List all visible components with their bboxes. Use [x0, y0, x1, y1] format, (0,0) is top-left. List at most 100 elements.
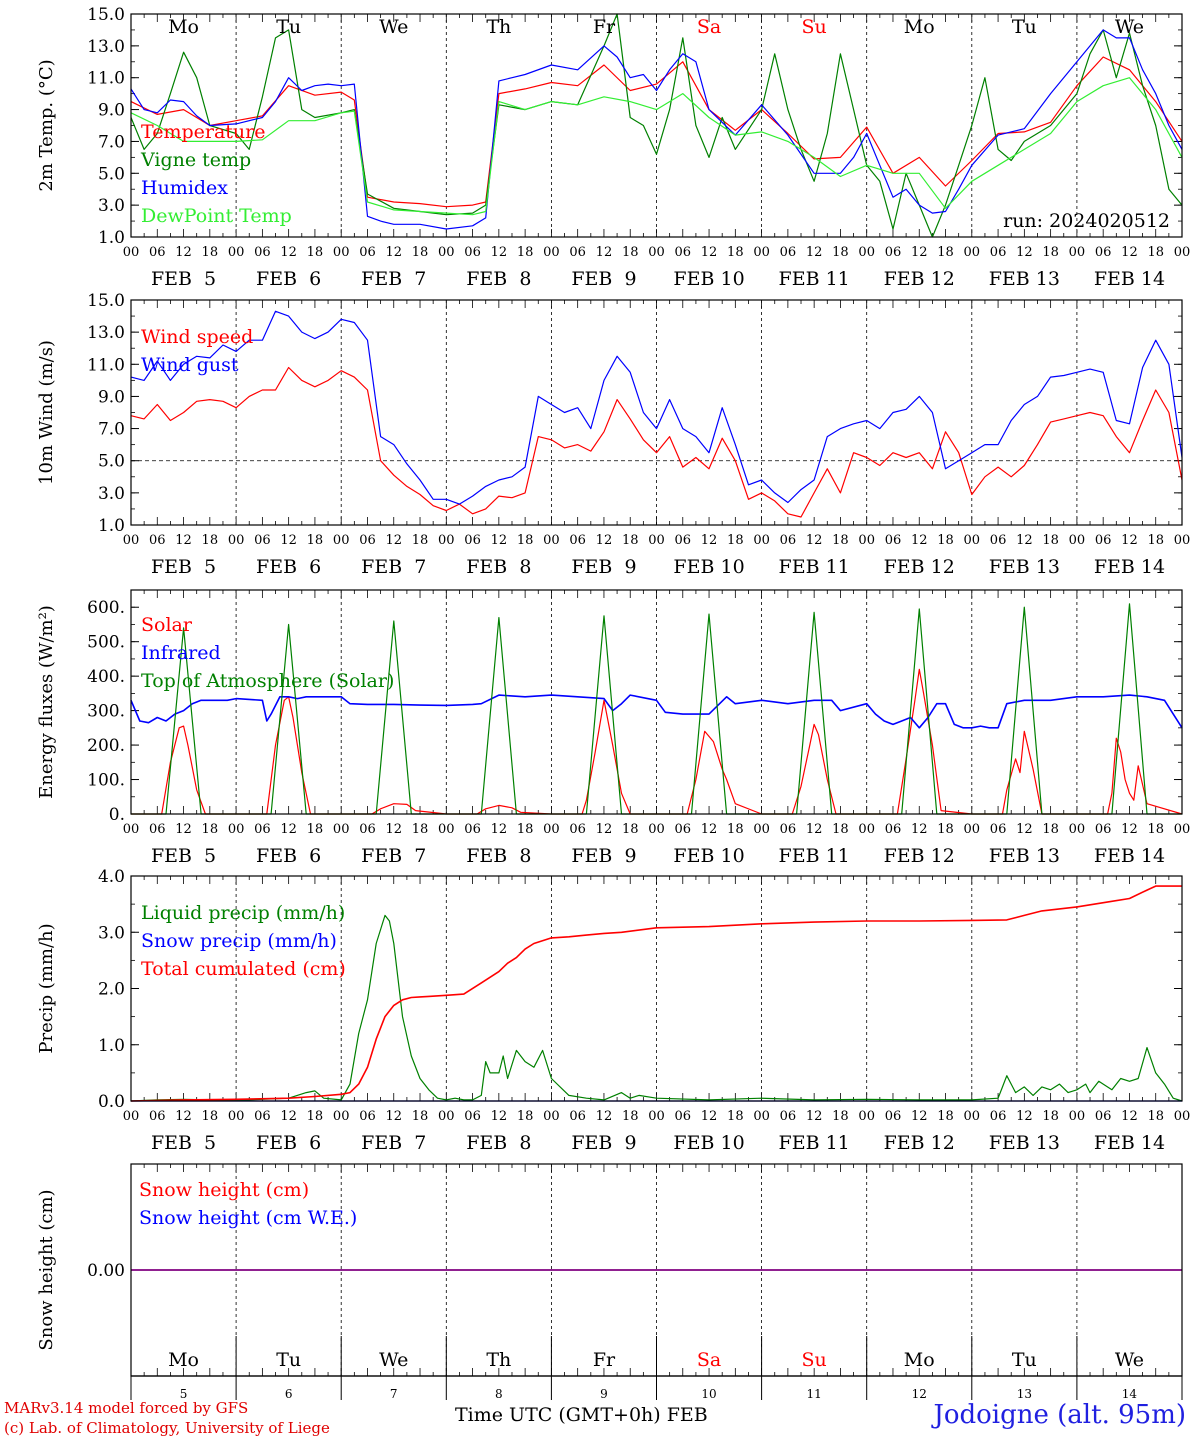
hour-tick-label: 06: [254, 533, 271, 548]
y-tick-label: 3.0: [98, 484, 125, 504]
hour-tick-label: 00: [964, 533, 981, 548]
weekday-label: Tu: [1012, 1349, 1037, 1371]
hour-tick-label: 18: [1147, 1109, 1164, 1124]
date-label: FEB 10: [673, 845, 744, 867]
date-label: FEB 6: [256, 556, 321, 578]
hour-tick-label: 06: [569, 533, 586, 548]
date-label: FEB 9: [571, 845, 636, 867]
date-label: FEB 8: [466, 1132, 531, 1154]
hour-tick-label: 18: [937, 533, 954, 548]
hour-tick-label: 00: [648, 822, 665, 837]
hour-tick-label: 00: [438, 822, 455, 837]
hour-tick-label: 12: [280, 1109, 297, 1124]
hour-tick-label: 00: [648, 1109, 665, 1124]
hour-tick-label: 18: [727, 245, 744, 260]
hour-tick-label: 00: [753, 1109, 770, 1124]
hour-tick-label: 12: [1016, 1109, 1033, 1124]
y-tick-label: 400.: [87, 667, 125, 687]
station-name: Jodoigne (alt. 95m): [933, 1400, 1186, 1430]
hour-tick-label: 06: [1095, 1109, 1112, 1124]
legend-entry: Wind speed: [141, 326, 253, 348]
y-tick-label: 0.0: [98, 1092, 125, 1112]
hour-tick-label: 12: [385, 245, 402, 260]
panel-5: 0.00 Snow height (cm) Snow height (cm) Snow…: [36, 1163, 1183, 1401]
date-label: FEB 14: [1094, 268, 1165, 290]
hour-tick-label: 12: [491, 822, 508, 837]
hour-tick-label: 12: [1121, 245, 1138, 260]
hour-tick-label: 18: [307, 822, 324, 837]
hour-tick-label: 18: [412, 533, 429, 548]
hour-tick-label: 00: [333, 533, 350, 548]
hour-tick-label: 00: [858, 822, 875, 837]
weekday-label: We: [1115, 16, 1144, 38]
hour-tick-label: 00: [648, 245, 665, 260]
hour-tick-label: 12: [911, 533, 928, 548]
weekday-label: Th: [486, 1349, 511, 1371]
y-tick-label: 7.0: [98, 420, 125, 440]
date-label: FEB 9: [571, 556, 636, 578]
hour-tick-label: 06: [1095, 245, 1112, 260]
weekday-label: We: [379, 16, 408, 38]
legend-entry: Solar: [141, 614, 193, 636]
y-tick-label: 2.0: [98, 980, 125, 1000]
hour-tick-label: 18: [1042, 245, 1059, 260]
hour-tick-label: 12: [596, 533, 613, 548]
hour-tick-label: 00: [648, 533, 665, 548]
model-credit: MARv3.14 model forced by GFS: [4, 1399, 249, 1417]
legend-entry: Temperature: [141, 121, 265, 143]
date-label: FEB 13: [989, 1132, 1060, 1154]
y-tick-label: 600.: [87, 598, 125, 618]
hour-tick-label: 12: [806, 822, 823, 837]
hour-tick-label: 00: [753, 245, 770, 260]
legend-entry: Wind gust: [141, 354, 239, 376]
y-tick-label: 5.0: [98, 452, 125, 472]
hour-tick-label: 18: [202, 1109, 219, 1124]
legend-entry: Liquid precip (mm/h): [141, 902, 345, 924]
hour-tick-label: 12: [1121, 822, 1138, 837]
day-number-label: 14: [1122, 1387, 1138, 1401]
weekday-label: Mo: [904, 1349, 935, 1371]
hour-tick-label: 12: [280, 822, 297, 837]
hour-tick-label: 06: [675, 245, 692, 260]
hour-tick-label: 18: [832, 822, 849, 837]
date-label: FEB 12: [884, 1132, 955, 1154]
hour-tick-label: 18: [517, 1109, 534, 1124]
hour-tick-label: 12: [1121, 1109, 1138, 1124]
y-tick-label: 15.0: [87, 5, 125, 25]
hour-tick-label: 00: [753, 533, 770, 548]
date-label: FEB 13: [989, 556, 1060, 578]
hour-tick-label: 06: [149, 245, 166, 260]
y-tick-label: 9.0: [98, 387, 125, 407]
legend-entry: Snow height (cm W.E.): [139, 1207, 357, 1229]
y-tick-label: 13.0: [87, 37, 125, 57]
y-axis-label: Snow height (cm): [36, 1189, 57, 1350]
hour-tick-label: 18: [1042, 533, 1059, 548]
legend-entry: Snow precip (mm/h): [141, 930, 337, 952]
hour-tick-label: 12: [1016, 533, 1033, 548]
hour-tick-label: 12: [1121, 533, 1138, 548]
hour-tick-label: 12: [280, 533, 297, 548]
weekday-label: Tu: [276, 16, 301, 38]
hour-tick-label: 06: [780, 1109, 797, 1124]
day-number-label: 13: [1017, 1387, 1032, 1401]
hour-tick-label: 06: [885, 245, 902, 260]
hour-tick-label: 12: [385, 1109, 402, 1124]
y-tick-label: 3.0: [98, 196, 125, 216]
hour-tick-label: 06: [990, 822, 1007, 837]
hour-tick-label: 18: [307, 245, 324, 260]
hour-tick-label: 12: [1016, 822, 1033, 837]
day-number-label: 7: [390, 1387, 398, 1401]
hour-tick-label: 06: [675, 533, 692, 548]
y-tick-label: 100.: [87, 771, 125, 791]
y-tick-label: 300.: [87, 702, 125, 722]
series-line: [130, 914, 1183, 1102]
date-label: FEB 5: [151, 556, 216, 578]
legend-entry: Top of Atmosphere (Solar): [141, 670, 394, 692]
hour-tick-label: 06: [149, 822, 166, 837]
weekday-label: Sa: [697, 1349, 721, 1371]
y-tick-label: 13.0: [87, 323, 125, 343]
date-label: FEB 5: [151, 1132, 216, 1154]
hour-tick-label: 00: [228, 533, 245, 548]
hour-tick-label: 12: [911, 245, 928, 260]
